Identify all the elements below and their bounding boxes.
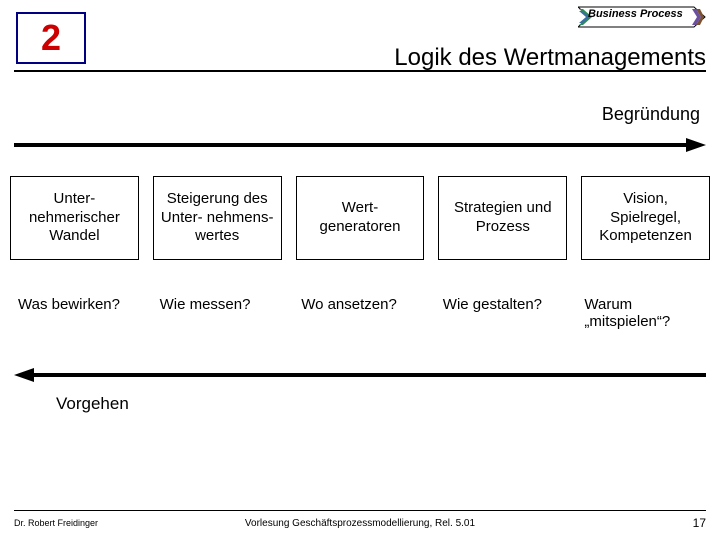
question-1: Was bewirken? [16, 296, 144, 330]
concept-box-label: Strategien und Prozess [443, 199, 562, 237]
question-2: Wie messen? [158, 296, 286, 330]
header-divider [14, 70, 706, 72]
concept-box-label: Vision, Spielregel, Kompetenzen [586, 190, 705, 246]
business-process-logo: Business Process [578, 6, 706, 28]
question-4: Wie gestalten? [441, 296, 569, 330]
concept-box-3: Wert- generatoren [296, 176, 425, 260]
slide-footer: Dr. Robert Freidinger Vorlesung Geschäft… [0, 510, 720, 540]
chapter-number: 2 [41, 17, 61, 59]
question-5: Warum „mitspielen“? [582, 296, 710, 330]
concept-box-label: Unter- nehmerischer Wandel [15, 190, 134, 246]
chapter-number-box: 2 [16, 12, 86, 64]
approach-label: Vorgehen [56, 394, 129, 414]
question-3: Wo ansetzen? [299, 296, 427, 330]
concept-boxes-row: Unter- nehmerischer Wandel Steigerung de… [10, 176, 710, 260]
slide-header: 2 Business Process Logik des Wertmanagem… [0, 0, 720, 78]
logo-text: Business Process [588, 8, 683, 20]
questions-row: Was bewirken? Wie messen? Wo ansetzen? W… [16, 296, 710, 330]
concept-box-4: Strategien und Prozess [438, 176, 567, 260]
footer-divider [14, 510, 706, 511]
concept-box-label: Steigerung des Unter- nehmens- wertes [158, 190, 277, 246]
arrow-right-icon [14, 138, 706, 152]
rationale-label: Begründung [602, 104, 700, 125]
concept-box-2: Steigerung des Unter- nehmens- wertes [153, 176, 282, 260]
slide-title: Logik des Wertmanagements [394, 44, 706, 72]
concept-box-1: Unter- nehmerischer Wandel [10, 176, 139, 260]
footer-page-number: 17 [693, 516, 706, 530]
concept-box-5: Vision, Spielregel, Kompetenzen [581, 176, 710, 260]
concept-box-label: Wert- generatoren [301, 199, 420, 237]
footer-lecture: Vorlesung Geschäftsprozessmodellierung, … [0, 518, 720, 529]
arrow-left-icon [14, 368, 706, 382]
